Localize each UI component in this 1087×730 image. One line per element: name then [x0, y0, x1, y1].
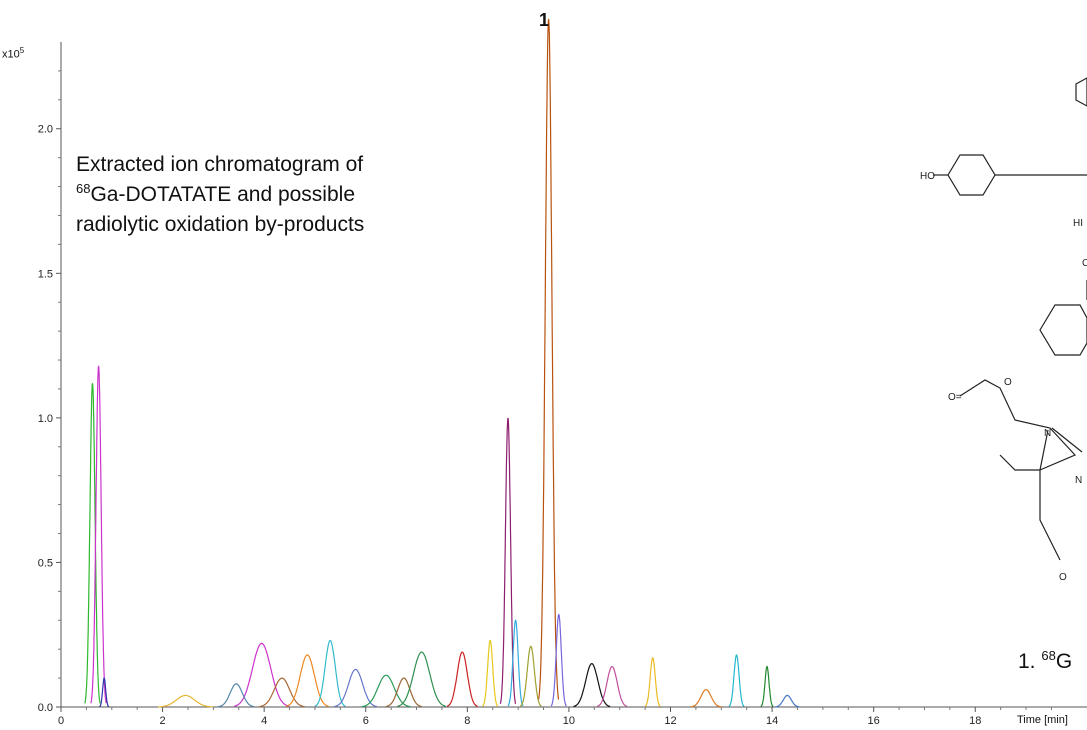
series-24-peak-1: [728, 654, 745, 707]
chart-annotation: Extracted ion chromatogram of 68Ga-DOTAT…: [76, 147, 364, 237]
series-8-peak-1: [314, 639, 346, 707]
x-tick-label: 4: [261, 715, 267, 727]
atom-label-hn: HI: [1073, 218, 1083, 229]
x-tick-label: 2: [160, 715, 166, 727]
atom-label-n: N: [1044, 428, 1051, 439]
plot-frame: [60, 42, 1087, 708]
series-7-peak-1: [285, 654, 329, 707]
atom-label-ho: HO: [920, 171, 935, 182]
series-19-peak-1: [550, 613, 567, 707]
x-tick-label: 0: [58, 715, 64, 727]
annotation-line-1: Extracted ion chromatogram of: [76, 147, 364, 177]
x-tick-label: 8: [464, 715, 470, 727]
x-tick-label: 14: [766, 715, 778, 727]
y-tick-label: 0.0: [38, 702, 53, 714]
series-15-peak-1: [499, 417, 517, 704]
molecular-structure: [933, 77, 1087, 561]
series-2-peak-2: [234, 642, 290, 707]
x-axis-title: Time [min]: [1017, 714, 1068, 726]
structure-atom-labels: HO HI C O= O N N O: [920, 171, 1087, 583]
atom-label-o: C: [1082, 258, 1087, 269]
structure-bond: [1051, 427, 1083, 453]
series-13-peak-1: [446, 651, 478, 707]
series-5-peak-1: [217, 683, 255, 708]
y-tick-label: 1.5: [38, 268, 53, 280]
series-4-peak-1: [157, 694, 213, 708]
annotation-line-3: radiolytic oxidation by-products: [76, 207, 364, 237]
series-14-peak-1: [482, 639, 499, 707]
series-25-peak-1: [760, 665, 774, 708]
x-tick-label: 10: [563, 715, 575, 727]
y-tick-label: 0.5: [38, 557, 53, 569]
structure-ring-phenol: [947, 154, 996, 196]
structure-macrocycle: [959, 379, 1077, 561]
series-21-peak-1: [596, 665, 628, 708]
y-tick-label: 2.0: [38, 124, 53, 136]
structure-label: 1. 68G: [1018, 648, 1072, 674]
series-3-peak-1: [99, 677, 110, 708]
atom-label-o: O: [1004, 377, 1012, 388]
annotation-line-2-sup: 68: [76, 181, 91, 196]
series-11-peak-1: [385, 677, 423, 708]
atom-label-o: O=: [948, 392, 962, 403]
x-tick-label: 18: [969, 715, 981, 727]
structure-label-sup: 68: [1041, 648, 1056, 663]
y-tick-label: 1.0: [38, 413, 53, 425]
series-16-peak-1: [507, 619, 524, 707]
structure-ring-top: [1075, 77, 1087, 107]
y-exponent-base: x10: [2, 48, 20, 61]
x-tick-label: 12: [664, 715, 676, 727]
peak-1-label: 1: [539, 10, 550, 30]
series-2-peak-1: [90, 365, 107, 704]
structure-label-text: G: [1055, 650, 1073, 673]
series-12-peak-1: [397, 651, 447, 707]
x-tick-label: 16: [868, 715, 880, 727]
annotation-line-2: 68Ga-DOTATATE and possible: [76, 177, 364, 207]
annotation-line-1-text: Extracted ion chromatogram of: [76, 153, 364, 176]
series-10-peak-1: [361, 674, 411, 708]
series-18-peak-1: [519, 645, 542, 707]
annotation-line-3-text: radiolytic oxidation by-products: [76, 213, 365, 236]
series-1-peak-1: [84, 383, 101, 704]
structure-label-prefix: 1.: [1018, 650, 1042, 673]
y-axis-ticks: 0.0 0.5 1.0 1.5 2.0: [38, 70, 61, 714]
annotation-line-2-text: Ga-DOTATATE and possible: [90, 183, 355, 206]
atom-label-n: N: [1075, 475, 1082, 486]
x-axis-ticks: 0 2 4 6 8 10 12 14 16 18: [58, 707, 1052, 727]
structure-ring-mid: [1039, 304, 1087, 356]
x-tick-label: 6: [363, 715, 369, 727]
series-17-peak-1: [538, 18, 560, 700]
series-22-peak-1: [644, 656, 661, 707]
series-23-peak-1: [690, 689, 722, 708]
y-exponent-power: 5: [19, 46, 25, 55]
series-layer: [84, 18, 800, 708]
series-20-peak-1: [573, 662, 611, 708]
series-26-peak-1: [774, 694, 800, 708]
y-axis-exponent: x105: [2, 46, 24, 61]
series-6-peak-1: [259, 677, 305, 708]
atom-label-o: O: [1059, 572, 1067, 583]
